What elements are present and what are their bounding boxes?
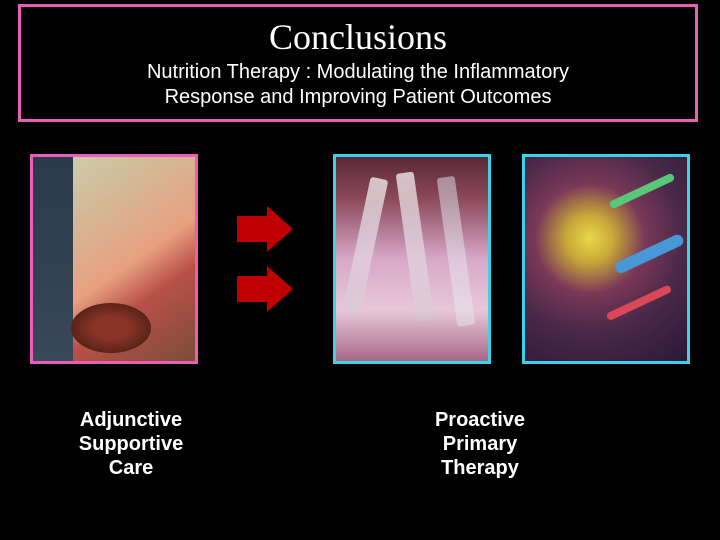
- syringes-photo: [333, 154, 491, 364]
- caption-left-line3: Care: [109, 457, 153, 479]
- photo-placeholder: [525, 157, 687, 361]
- slide-subtitle: Nutrition Therapy : Modulating the Infla…: [147, 60, 569, 110]
- subtitle-line-1: Nutrition Therapy : Modulating the Infla…: [147, 61, 569, 83]
- transition-arrows: [237, 206, 293, 312]
- caption-left: Adjunctive Supportive Care: [66, 408, 196, 480]
- images-row: [30, 148, 690, 370]
- caption-right-line3: Therapy: [441, 457, 519, 479]
- subtitle-line-2: Response and Improving Patient Outcomes: [165, 86, 552, 108]
- arrow-right-icon: [237, 266, 293, 312]
- caption-right-line1: Proactive: [435, 409, 525, 431]
- caption-left-line1: Adjunctive: [80, 409, 182, 431]
- photo-placeholder: [33, 157, 195, 361]
- caption-left-line2: Supportive: [79, 433, 183, 455]
- slide-title: Conclusions: [269, 16, 447, 58]
- header-box: Conclusions Nutrition Therapy : Modulati…: [18, 4, 698, 122]
- arrow-right-icon: [237, 206, 293, 252]
- photo-placeholder: [336, 157, 488, 361]
- caption-right-line2: Primary: [443, 433, 518, 455]
- cafeteria-lady-photo: [30, 154, 198, 364]
- surgery-photo: [522, 154, 690, 364]
- caption-right: Proactive Primary Therapy: [420, 408, 540, 480]
